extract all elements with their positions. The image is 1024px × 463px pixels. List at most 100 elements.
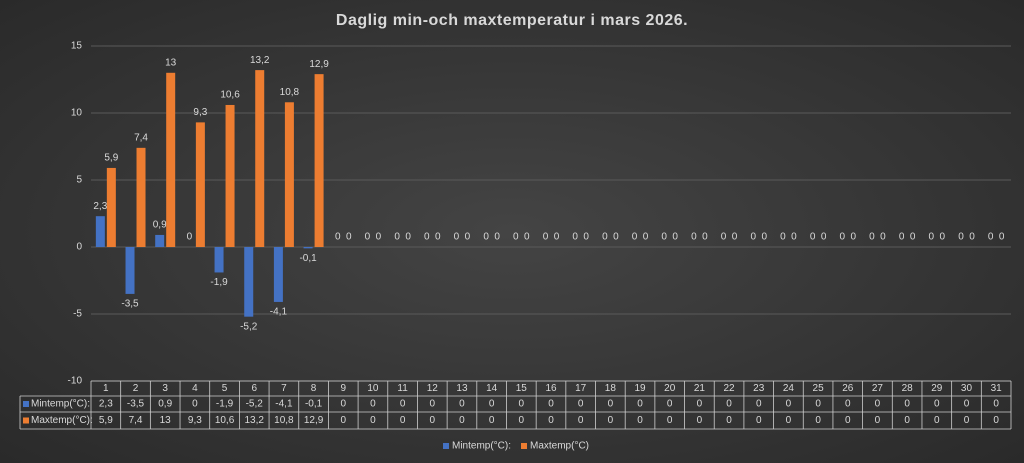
x-tick-label: 23	[753, 383, 765, 394]
x-tick-label: 3	[162, 383, 168, 394]
table-cell: 0	[489, 415, 495, 426]
data-label: 13	[165, 57, 177, 68]
data-label: -3,5	[121, 299, 139, 310]
data-label: 0	[513, 232, 519, 243]
table-cell: -4,1	[275, 399, 293, 410]
data-label: 0	[691, 232, 697, 243]
data-label: 0	[572, 232, 578, 243]
data-label: 0	[524, 232, 530, 243]
bar	[255, 70, 265, 248]
data-label: 0	[494, 232, 500, 243]
data-label: 0	[583, 232, 589, 243]
data-label: 0	[187, 232, 193, 243]
table-cell: -0,1	[305, 399, 323, 410]
table-cell: 0	[993, 415, 999, 426]
x-tick-label: 10	[367, 383, 379, 394]
x-tick-label: 4	[192, 383, 198, 394]
data-label: 0,9	[153, 220, 167, 231]
data-label: 0	[821, 232, 827, 243]
table-cell: 0	[993, 399, 999, 410]
data-label: 0	[465, 232, 471, 243]
table-cell: 0	[578, 399, 584, 410]
x-tick-label: 30	[961, 383, 973, 394]
table-cell: 0	[519, 415, 525, 426]
table-cell: -3,5	[127, 399, 145, 410]
data-label: 0	[376, 232, 382, 243]
data-label: 0	[543, 232, 549, 243]
data-label: 0	[958, 232, 964, 243]
data-label: 0	[483, 232, 489, 243]
table-cell: 0	[489, 399, 495, 410]
x-tick-label: 27	[872, 383, 884, 394]
data-label: -5,2	[240, 321, 258, 332]
data-label: 7,4	[134, 132, 148, 143]
table-cell: 0	[430, 399, 436, 410]
bar	[284, 102, 294, 247]
y-tick-label: -5	[73, 309, 82, 320]
table-cell: 7,4	[129, 415, 143, 426]
data-label: 0	[940, 232, 946, 243]
data-label: 0	[850, 232, 856, 243]
legend-key	[443, 443, 449, 449]
data-label: 0	[999, 232, 1005, 243]
chart-title: Daglig min-och maxtemperatur i mars 2026…	[336, 12, 688, 29]
table-cell: 0	[637, 399, 643, 410]
data-label: 0	[346, 232, 352, 243]
y-tick-label: 0	[76, 242, 82, 253]
x-tick-label: 15	[516, 383, 528, 394]
table-cell: 13,2	[244, 415, 264, 426]
table-cell: 0	[964, 415, 970, 426]
x-tick-label: 11	[397, 383, 408, 394]
data-label: 0	[910, 232, 916, 243]
data-label: 0	[454, 232, 460, 243]
table-cell: 0	[815, 399, 821, 410]
data-label: 0	[394, 232, 400, 243]
table-cell: 0	[964, 399, 970, 410]
table-cell: 0	[400, 399, 406, 410]
data-label: 10,8	[280, 87, 300, 98]
table-cell: 9,3	[188, 415, 202, 426]
data-label: -4,1	[270, 307, 288, 318]
x-tick-label: 25	[813, 383, 825, 394]
table-cell: 0	[786, 399, 792, 410]
table-cell: 0,9	[158, 399, 172, 410]
table-cell: -1,9	[216, 399, 234, 410]
x-tick-label: 2	[133, 383, 139, 394]
data-label: 0	[988, 232, 994, 243]
table-cell: 0	[340, 399, 346, 410]
table-cell: 0	[667, 399, 673, 410]
data-label: 0	[554, 232, 560, 243]
x-tick-label: 16	[545, 383, 557, 394]
table-key	[23, 417, 29, 424]
table-cell: 0	[370, 399, 376, 410]
table-cell: 10,8	[274, 415, 294, 426]
data-label: 0	[335, 232, 341, 243]
bar	[214, 247, 224, 273]
bar	[225, 104, 235, 248]
x-tick-label: 20	[664, 383, 676, 394]
table-cell: 0	[608, 415, 614, 426]
x-tick-label: 21	[694, 383, 706, 394]
table-cell: 0	[400, 415, 406, 426]
data-label: 12,9	[309, 59, 329, 70]
bar	[125, 247, 135, 294]
x-tick-label: 19	[634, 383, 646, 394]
data-label: 0	[365, 232, 371, 243]
table-cell: 5,9	[99, 415, 113, 426]
table-cell: 0	[519, 399, 525, 410]
x-tick-label: 5	[222, 383, 228, 394]
data-label: 2,3	[93, 201, 107, 212]
table-cell: 0	[697, 399, 703, 410]
bar	[95, 216, 105, 247]
table-cell: 0	[756, 415, 762, 426]
data-label: 0	[869, 232, 875, 243]
bar	[106, 167, 116, 247]
table-cell: 0	[192, 399, 198, 410]
bar	[155, 234, 165, 247]
x-tick-label: 6	[251, 383, 257, 394]
bar	[273, 247, 283, 302]
table-cell: 0	[934, 415, 940, 426]
table-cell: 2,3	[99, 399, 113, 410]
data-label: 9,3	[193, 107, 207, 118]
